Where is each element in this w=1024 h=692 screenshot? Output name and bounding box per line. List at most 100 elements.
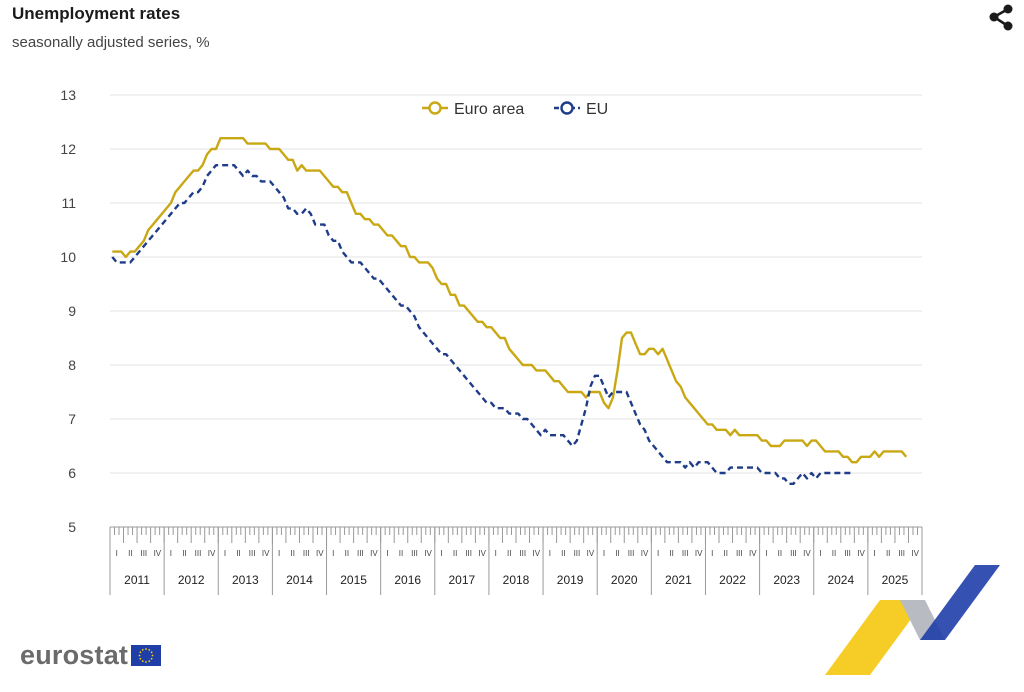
eu-flag-icon — [131, 645, 162, 666]
x-quarter-label: IV — [587, 549, 595, 558]
x-year-label: 2017 — [449, 573, 476, 587]
eurostat-logo: eurostat — [20, 640, 162, 671]
x-quarter-label: IV — [370, 549, 378, 558]
x-quarter-label: IV — [857, 549, 865, 558]
x-quarter-label: II — [453, 549, 457, 558]
legend[interactable]: Euro area EU — [422, 101, 608, 118]
x-quarter-label: III — [790, 549, 797, 558]
x-quarter-label: III — [195, 549, 202, 558]
series-lines — [111, 136, 908, 485]
x-quarter-label: III — [411, 549, 418, 558]
x-quarter-label: I — [819, 549, 821, 558]
y-tick-label: 7 — [68, 411, 76, 427]
y-tick-label: 11 — [61, 195, 76, 211]
x-quarter-label: I — [657, 549, 659, 558]
x-quarter-label: I — [116, 549, 118, 558]
x-quarter-label: II — [345, 549, 349, 558]
x-year-label: 2021 — [665, 573, 692, 587]
series-line-eu — [111, 163, 853, 485]
x-year-label: 2022 — [719, 573, 746, 587]
x-quarter-label: III — [357, 549, 364, 558]
y-tick-label: 9 — [68, 303, 76, 319]
x-quarter-label: IV — [695, 549, 703, 558]
x-year-label: 2012 — [178, 573, 205, 587]
x-quarter-label: IV — [208, 549, 216, 558]
x-quarter-label: I — [549, 549, 551, 558]
y-axis-ticks: 5 6 7 8 9 10 11 12 13 — [60, 87, 76, 535]
grid-lines — [110, 94, 922, 528]
y-tick-label: 10 — [60, 249, 76, 265]
x-year-label: 2013 — [232, 573, 259, 587]
x-quarter-label: II — [669, 549, 673, 558]
y-tick-label: 13 — [60, 87, 76, 103]
legend-item[interactable]: Euro area — [422, 101, 524, 118]
share-icon[interactable] — [986, 4, 1016, 32]
x-quarter-label: IV — [533, 549, 541, 558]
x-quarter-label: IV — [641, 549, 649, 558]
x-quarter-label: I — [495, 549, 497, 558]
decorative-chevron — [825, 565, 1000, 675]
x-quarter-label: III — [898, 549, 905, 558]
legend-label: EU — [586, 101, 608, 118]
x-quarter-label: II — [615, 549, 619, 558]
legend-marker — [560, 101, 574, 115]
x-quarter-label: III — [574, 549, 581, 558]
x-quarter-label: I — [170, 549, 172, 558]
x-quarter-label: I — [386, 549, 388, 558]
x-quarter-label: II — [399, 549, 403, 558]
x-quarter-label: I — [711, 549, 713, 558]
x-quarter-label: IV — [803, 549, 811, 558]
x-quarter-label: IV — [424, 549, 432, 558]
x-quarter-label: I — [603, 549, 605, 558]
x-quarter-label: III — [844, 549, 851, 558]
legend-label: Euro area — [454, 101, 524, 118]
x-quarter-label: III — [519, 549, 526, 558]
x-quarter-label: IV — [154, 549, 162, 558]
x-quarter-label: I — [224, 549, 226, 558]
x-quarter-label: III — [140, 549, 147, 558]
x-year-label: 2025 — [882, 573, 909, 587]
x-quarter-label: IV — [316, 549, 324, 558]
x-quarter-label: IV — [478, 549, 486, 558]
y-tick-label: 6 — [68, 465, 76, 481]
chart-title: Unemployment rates — [12, 4, 181, 23]
x-quarter-label: III — [465, 549, 472, 558]
x-year-label: 2023 — [773, 573, 800, 587]
x-quarter-label: I — [440, 549, 442, 558]
x-quarter-label: II — [507, 549, 511, 558]
x-quarter-label: IV — [911, 549, 919, 558]
x-quarter-label: II — [290, 549, 294, 558]
y-tick-label: 5 — [68, 519, 76, 535]
logo-text: eurostat — [20, 640, 129, 670]
x-year-label: 2024 — [827, 573, 854, 587]
x-quarter-label: I — [874, 549, 876, 558]
y-tick-label: 12 — [60, 141, 76, 157]
x-quarter-label: I — [332, 549, 334, 558]
x-quarter-label: II — [128, 549, 132, 558]
x-quarter-label: III — [628, 549, 635, 558]
x-quarter-label: I — [765, 549, 767, 558]
x-quarter-label: III — [682, 549, 689, 558]
legend-marker — [428, 101, 442, 115]
x-quarter-label: II — [561, 549, 565, 558]
x-year-label: 2014 — [286, 573, 313, 587]
x-quarter-label: IV — [262, 549, 270, 558]
x-quarter-label: I — [278, 549, 280, 558]
x-year-label: 2016 — [394, 573, 421, 587]
x-quarter-label: II — [778, 549, 782, 558]
x-year-label: 2020 — [611, 573, 638, 587]
x-year-label: 2015 — [340, 573, 367, 587]
x-quarter-label: III — [736, 549, 743, 558]
x-year-label: 2011 — [124, 573, 150, 587]
x-quarter-label: III — [303, 549, 310, 558]
y-tick-label: 8 — [68, 357, 76, 373]
x-year-label: 2018 — [503, 573, 530, 587]
series-line-euro-area — [112, 136, 908, 464]
x-quarter-label: II — [182, 549, 186, 558]
x-year-label: 2019 — [557, 573, 584, 587]
x-quarter-label: II — [236, 549, 240, 558]
legend-item[interactable]: EU — [554, 101, 608, 118]
x-quarter-label: II — [724, 549, 728, 558]
